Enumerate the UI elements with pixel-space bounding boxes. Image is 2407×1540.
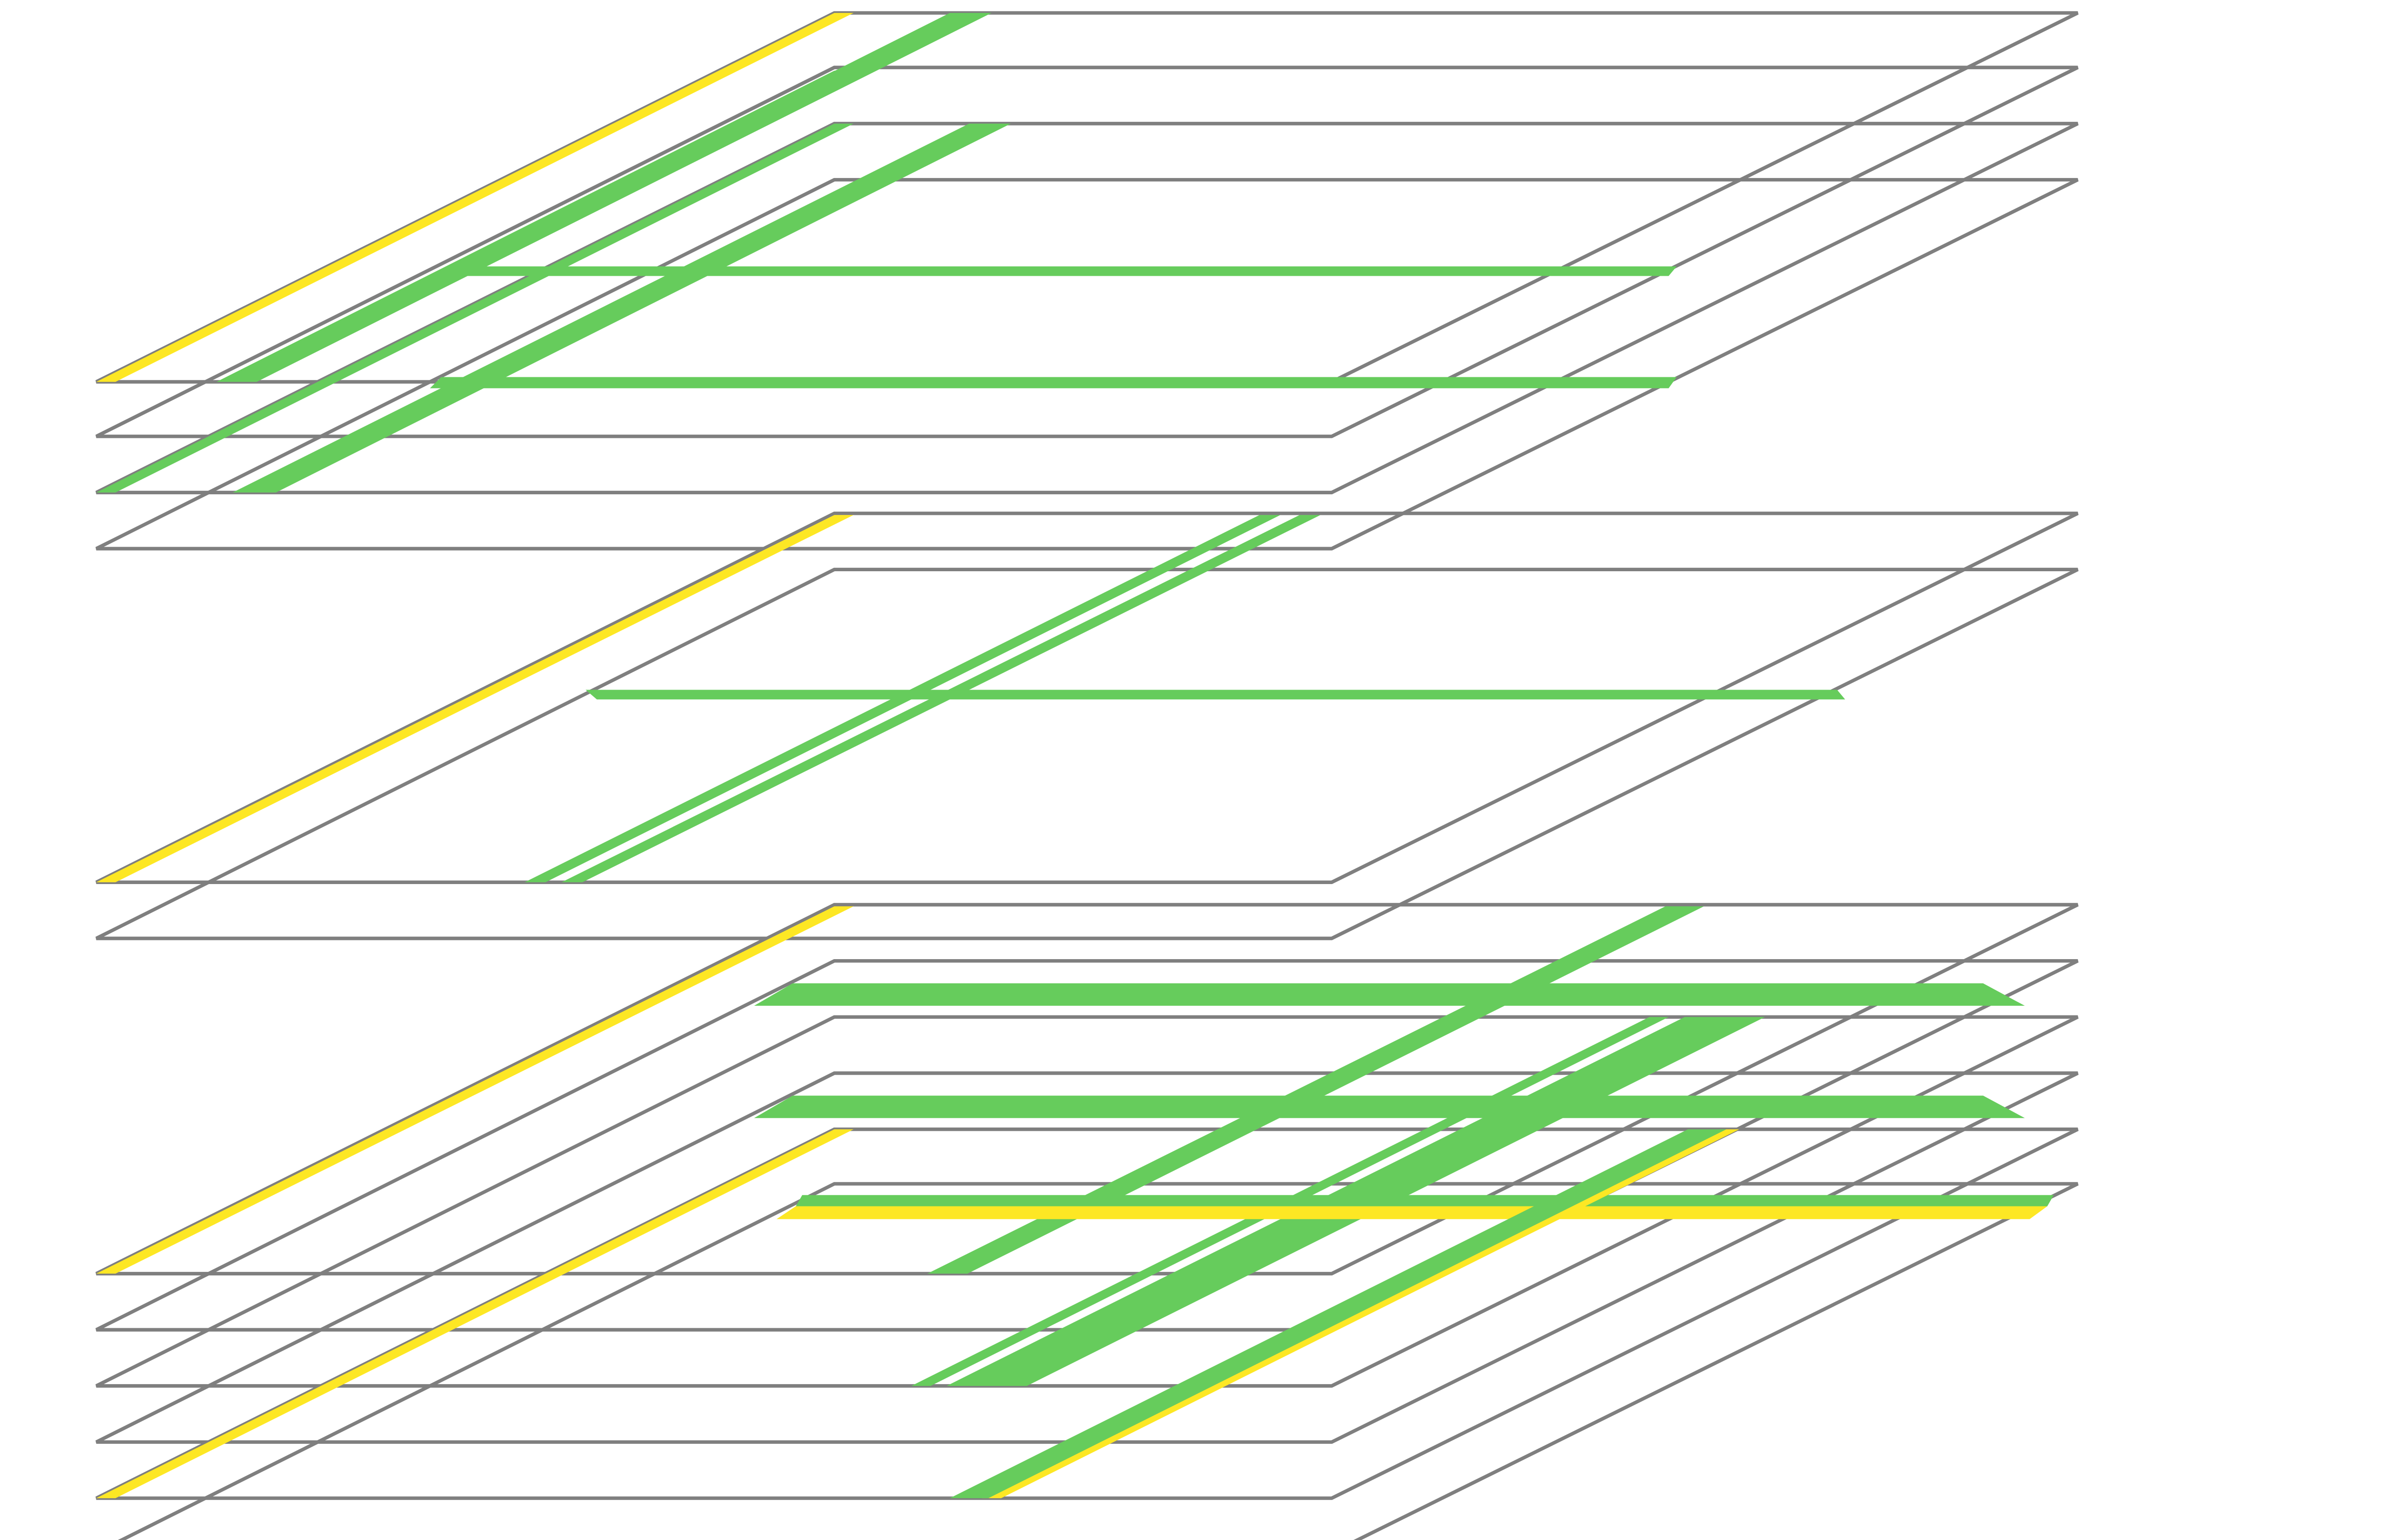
green-trace — [96, 123, 854, 493]
bottom-stack-layer-plane — [95, 1015, 2079, 1388]
middle-stack-layer-plane — [95, 512, 2079, 884]
yellow-trace — [96, 906, 854, 1274]
green-trace — [455, 266, 1677, 276]
top-stack-layer-plane — [95, 65, 2079, 438]
green-trace — [796, 1195, 2054, 1206]
green-trace — [585, 690, 1845, 700]
layer-planes — [95, 11, 2079, 1540]
bottom-stack-layer-plane — [117, 1182, 2079, 1540]
yellow-trace — [776, 1206, 2047, 1219]
green-trace — [754, 1095, 2025, 1118]
layer-traces — [96, 13, 2054, 1499]
yellow-trace — [96, 1129, 854, 1499]
green-trace — [216, 70, 844, 382]
green-trace — [233, 123, 1011, 493]
bottom-stack-layer-plane — [95, 1127, 2079, 1500]
middle-stack-layer-plane — [95, 567, 2079, 940]
bottom-stack-layer-plane — [95, 1071, 2079, 1444]
yellow-trace — [96, 515, 854, 883]
bottom-stack-layer-plane — [95, 903, 2079, 1276]
green-trace — [950, 1129, 1727, 1499]
green-trace — [754, 983, 2025, 1006]
bottom-stack-layer-plane — [95, 959, 2079, 1332]
yellow-trace — [96, 13, 854, 382]
green-trace — [216, 13, 992, 382]
top-stack-layer-plane — [95, 178, 2079, 551]
green-trace — [430, 377, 1677, 388]
